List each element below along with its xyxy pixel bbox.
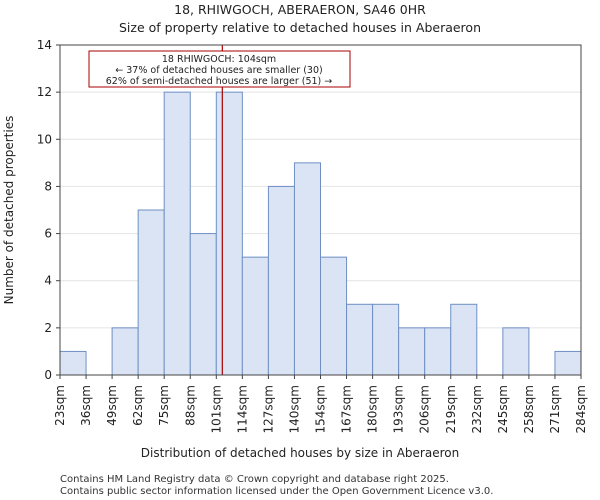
bar [215, 91, 243, 376]
bar [267, 185, 295, 376]
bar [502, 327, 530, 376]
y-tick-label: 2 [44, 321, 52, 335]
footer-line-1: Contains HM Land Registry data © Crown c… [60, 474, 449, 485]
annotation-box: 18 RHIWGOCH: 104sqm ← 37% of detached ho… [88, 50, 351, 88]
annotation-line-1: 18 RHIWGOCH: 104sqm [162, 54, 276, 65]
annotation-line-3: 62% of semi-detached houses are larger (… [106, 76, 333, 87]
y-tick-label: 14 [37, 38, 52, 52]
x-tick-label: 23sqm [53, 385, 67, 426]
x-tick-label: 206sqm [418, 385, 432, 433]
x-tick-label: 36sqm [79, 385, 93, 426]
y-axis-label: Number of detached properties [2, 116, 16, 305]
bars [59, 91, 582, 376]
x-tick-label: 75sqm [157, 385, 171, 426]
x-tick-label: 284sqm [574, 385, 588, 433]
bar [424, 327, 452, 376]
bar [450, 303, 478, 376]
bar [189, 233, 217, 376]
bar [241, 256, 269, 376]
annotation-line-2: ← 37% of detached houses are smaller (30… [115, 65, 322, 76]
x-tick-label: 114sqm [235, 385, 249, 433]
y-tick-label: 4 [44, 274, 52, 288]
chart-title: 18, RHIWGOCH, ABERAERON, SA46 0HR [174, 2, 426, 17]
y-tick-label: 0 [44, 368, 52, 382]
x-axis-label: Distribution of detached houses by size … [141, 446, 459, 460]
x-tick-label: 219sqm [444, 385, 458, 433]
x-tick-label: 193sqm [392, 385, 406, 433]
bar [320, 256, 348, 376]
chart-subtitle: Size of property relative to detached ho… [119, 20, 481, 35]
x-tick-label: 101sqm [209, 385, 223, 433]
x-tick-label: 180sqm [366, 385, 380, 433]
bar [346, 303, 374, 376]
x-tick-label: 154sqm [314, 385, 328, 433]
x-tick-label: 127sqm [261, 385, 275, 433]
x-tick-label: 62sqm [131, 385, 145, 426]
bar [111, 327, 139, 376]
annotation-frame [88, 50, 351, 88]
bar [59, 350, 87, 376]
x-tick-label: 245sqm [496, 385, 510, 433]
x-tick-label: 232sqm [470, 385, 484, 433]
x-tick-label: 140sqm [287, 385, 301, 433]
bar [398, 327, 426, 376]
bar [137, 209, 165, 376]
x-tick-label: 258sqm [522, 385, 536, 433]
bar [163, 91, 191, 376]
x-tick-label: 49sqm [105, 385, 119, 426]
y-tick-label: 8 [44, 179, 52, 193]
y-axis-ticks: 0 2 4 6 8 10 12 14 [37, 38, 60, 382]
footer-line-2: Contains public sector information licen… [60, 486, 493, 497]
x-tick-label: 167sqm [340, 385, 354, 433]
y-tick-label: 6 [44, 227, 52, 241]
bar [372, 303, 400, 376]
bar [554, 350, 582, 376]
x-axis-ticks: 23sqm 36sqm 49sqm 62sqm 75sqm 88sqm 101sqm 114s… [53, 375, 588, 433]
x-tick-label: 88sqm [183, 385, 197, 426]
x-tick-label: 271sqm [548, 385, 562, 433]
y-tick-label: 12 [37, 85, 52, 99]
bar [293, 162, 322, 376]
y-tick-label: 10 [37, 132, 52, 146]
